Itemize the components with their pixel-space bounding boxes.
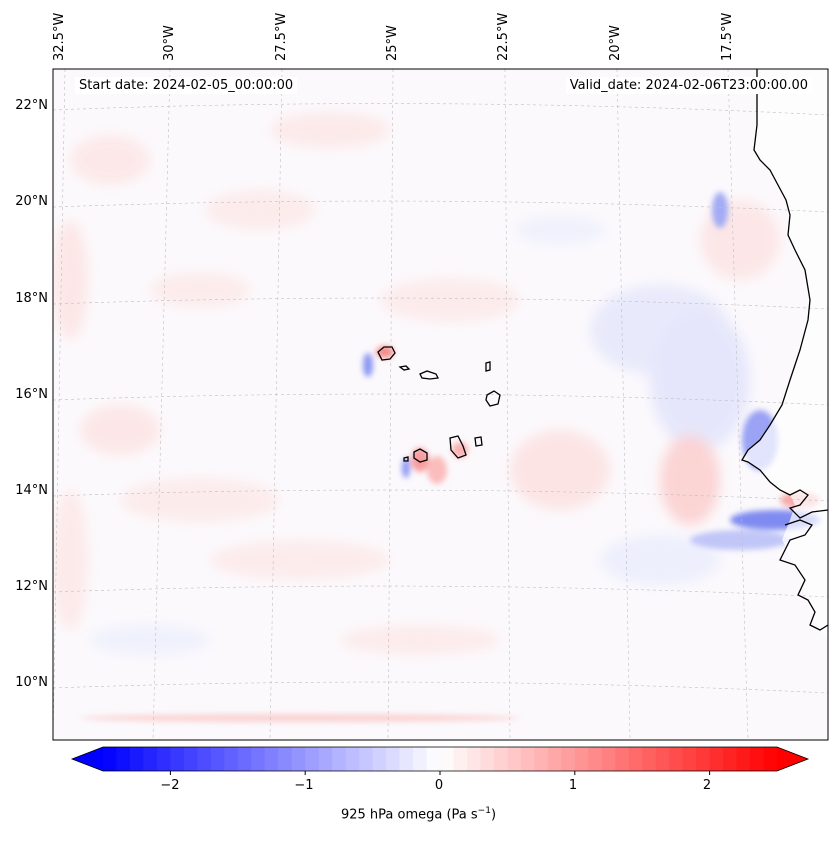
colorbar-swatch [669,747,684,771]
lon-label: 17.5°W [720,12,735,61]
colorbar-swatch [453,747,468,771]
lat-label: 12°N [15,579,48,594]
colorbar-swatch [386,747,401,771]
colorbar-tick-label: 2 [702,778,712,793]
colorbar-swatch [318,747,333,771]
colorbar-tick-label: 1 [568,778,578,793]
colorbar-swatch [736,747,751,771]
lat-label: 22°N [15,98,48,113]
colorbar-swatch [507,747,522,771]
colorbar-swatch [224,747,239,771]
colorbar-swatch [493,747,508,771]
colorbar-swatch [291,747,306,771]
colorbar-swatch [197,747,212,771]
lon-label: 20°W [608,25,623,61]
coastline [377,69,828,631]
lon-label: 32.5°W [52,12,67,61]
colorbar-swatch [547,747,562,771]
map-frame [52,68,829,741]
lat-label: 16°N [15,387,48,402]
lon-label: 30°W [162,25,177,61]
colorbar-swatch [426,747,441,771]
colorbar-tick-label: −1 [294,778,314,793]
colorbar-swatch [655,747,670,771]
colorbar-swatch [588,747,603,771]
colorbar-swatch [750,747,765,771]
lon-label: 27.5°W [274,12,289,61]
colorbar-swatch [642,747,657,771]
colorbar-swatch [372,747,387,771]
colorbar-tick-label: 0 [434,778,444,793]
start-date-label: Start date: 2024-02-05_00:00:00 [75,77,298,94]
colorbar-swatch [129,747,145,771]
colorbar-swatch [723,747,738,771]
omega-field [53,69,828,740]
lat-label: 14°N [15,483,48,498]
colorbar [70,746,810,775]
colorbar-title-end: ) [490,807,497,823]
colorbar-swatch [183,747,198,771]
colorbar-swatch [534,747,549,771]
lat-label: 18°N [15,291,48,306]
colorbar-swatch [601,747,616,771]
colorbar-swatch [156,747,171,771]
colorbar-swatch [682,747,697,771]
colorbar-swatch [264,747,279,771]
colorbar-swatch [413,747,428,771]
colorbar-swatch [359,747,374,771]
colorbar-swatch [210,747,225,771]
lon-label: 25°W [385,25,400,61]
gridlines [53,69,828,740]
colorbar-swatch [440,747,455,771]
colorbar-swatch [251,747,266,771]
colorbar-outline [70,746,810,772]
colorbar-swatch [305,747,320,771]
colorbar-swatch [561,747,576,771]
colorbar-swatch [237,747,252,771]
valid-date-label: Valid_date: 2024-02-06T23:00:00.00 [565,77,812,94]
colorbar-swatch [574,747,589,771]
colorbar-swatch [615,747,630,771]
colorbar-title-superscript: −1 [477,806,491,816]
colorbar-swatch [696,747,711,771]
colorbar-swatch [480,747,495,771]
colorbar-swatch [763,747,778,771]
colorbar-swatch [628,747,643,771]
lon-label: 22.5°W [496,12,511,61]
colorbar-swatch [170,747,185,771]
colorbar-title-text: 925 hPa omega (Pa s [340,807,478,823]
colorbar-tick-label: −2 [160,778,180,793]
colorbar-swatch [278,747,293,771]
colorbar-swatch [466,747,482,771]
colorbar-swatch [116,747,131,771]
colorbar-swatch [399,747,414,771]
colorbar-extend-low [72,747,103,771]
colorbar-swatch [520,747,535,771]
lat-label: 10°N [15,675,48,690]
lat-label: 20°N [15,194,48,209]
colorbar-extend-high [777,747,808,771]
colorbar-swatch [332,747,347,771]
colorbar-swatch [143,747,158,771]
colorbar-title: 925 hPa omega (Pa s−1) [0,806,837,822]
colorbar-swatch [345,747,360,771]
colorbar-swatch [103,747,118,771]
colorbar-swatch [709,747,724,771]
